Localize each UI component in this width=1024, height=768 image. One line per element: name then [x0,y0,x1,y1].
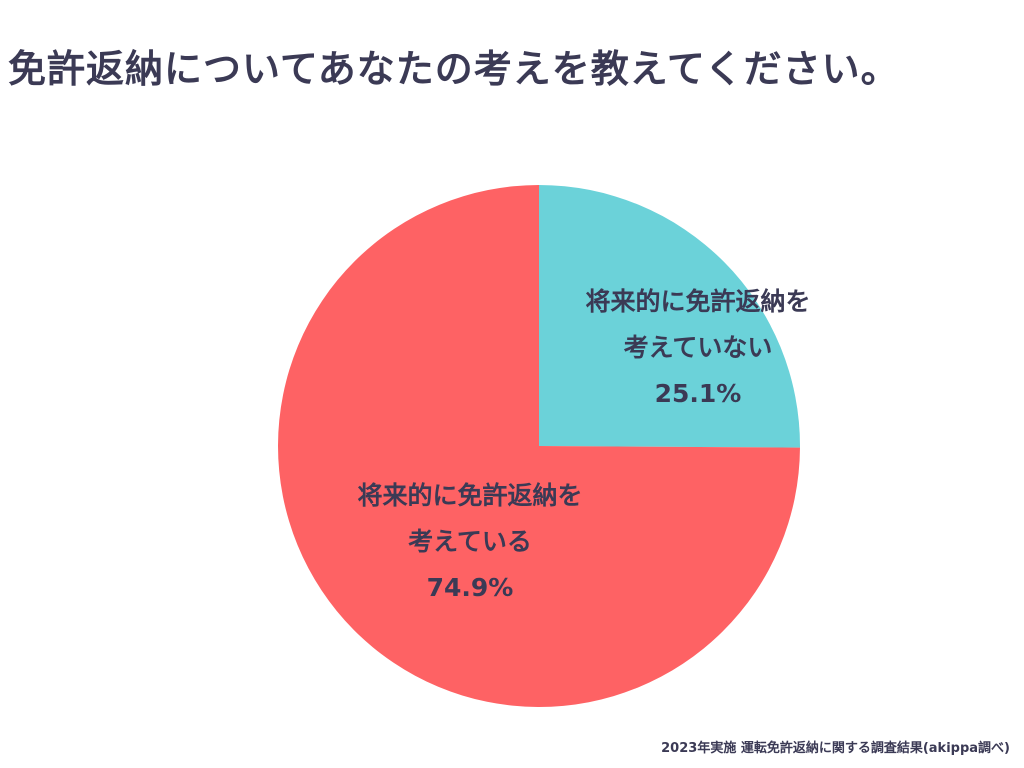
not-thinking-label-line-1: 将来的に免許返納を [585,287,810,316]
thinking-label-line-3: 74.9% [427,573,514,602]
not-thinking-label-line-3: 25.1% [655,379,742,408]
chart-title: 免許返納についてあなたの考えを教えてください。 [8,47,900,91]
thinking-label-line-1: 将来的に免許返納を [357,481,582,510]
pie-slice-thinking [278,185,800,707]
pie-slice-not-thinking [539,185,800,448]
thinking-label-line-2: 考えている [408,527,532,556]
not-thinking-label-line-2: 考えていない [624,333,773,362]
source-note: 2023年実施 運転免許返納に関する調査結果(akippa調べ) [661,741,1010,756]
